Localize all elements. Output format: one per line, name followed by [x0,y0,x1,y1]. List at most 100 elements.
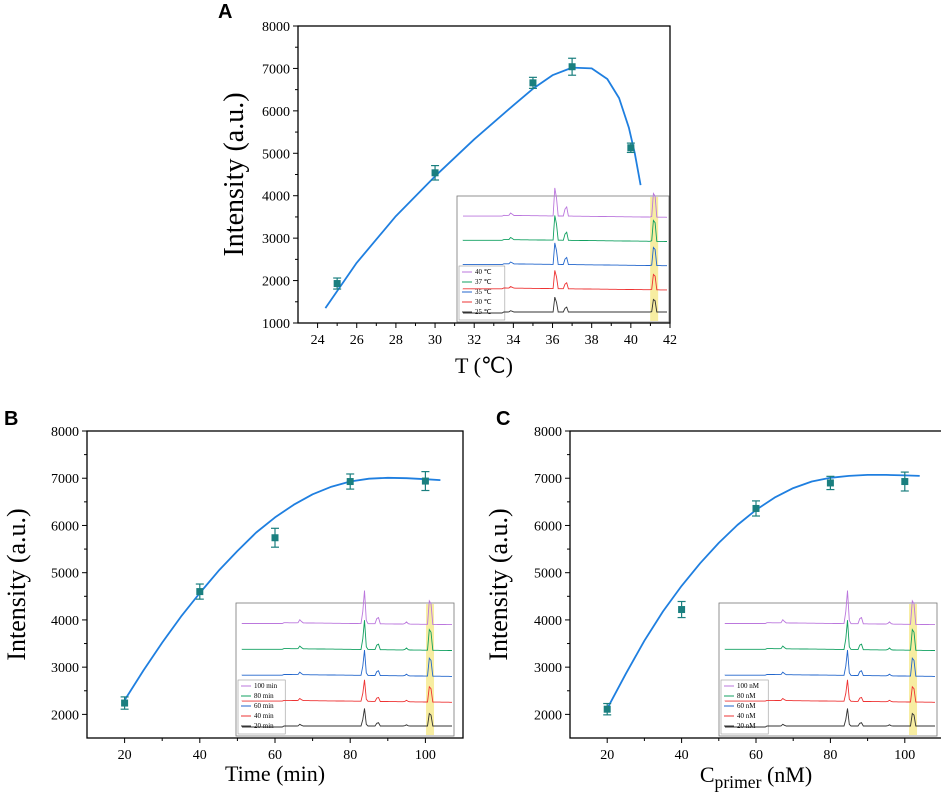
data-point [826,475,835,491]
inset-legend-box [237,679,286,735]
x-tick-label: 60 [749,748,763,763]
panel-b: B 20 40 60 80 100 2000 3000 4000 5000 6000 7000 800… [2,408,464,786]
data-point [271,527,279,548]
x-tick-label: 24 [311,333,325,348]
x-tick-label: 40 [193,748,207,763]
inset-highlight-band [426,604,435,735]
inset-legend-box [458,265,506,321]
y-tick-label: 3000 [262,232,290,247]
x-axis-title: Cprimer (nM) [700,762,812,792]
fit-curve [324,66,642,309]
legend-entry: 37 ℃ [475,278,492,286]
y-tick-label: 3000 [51,661,79,676]
legend-entry: 80 min [254,692,274,700]
legend-entry: 40 min [254,712,274,720]
x-tick-label: 60 [268,748,282,763]
inset-trace [724,649,935,677]
y-tick-label: 6000 [534,519,562,534]
panel-c-letter: C [496,408,510,430]
fit-curve [123,476,441,701]
y-tick-label: 4000 [51,614,79,629]
x-tick-label: 34 [506,333,520,348]
y-tick-label: 2000 [51,708,79,723]
y-tick-label: 6000 [51,519,79,534]
inset-spectra: 100 nM 80 nM 60 nM 40 nM 20 nM [718,590,938,737]
x-axis-title: Time (min) [225,761,325,786]
inset-trace [242,708,452,728]
inset-trace [724,620,935,651]
y-tick-label: 6000 [262,105,290,120]
y-tick-label: 4000 [534,614,562,629]
data-point [421,471,430,492]
x-tick-label: 30 [428,333,442,348]
inset-trace [462,270,667,291]
inset-legend-box [720,679,769,735]
legend-entry: 25 ℃ [475,308,492,316]
x-axis-title: T (℃) [455,353,513,378]
x-tick-label: 28 [389,333,403,348]
x-tick-label: 32 [467,333,481,348]
x-tick-label: 36 [546,333,560,348]
legend-entry: 100 nM [737,682,760,690]
x-tick-label: 40 [624,333,638,348]
y-axis-title: Intensity (a.u.) [2,508,31,660]
data-point [528,76,537,89]
data-marker [333,280,341,288]
data-marker [431,169,439,177]
inset-highlight-band [650,197,659,321]
inset-trace [462,242,667,267]
inset-trace [724,679,935,703]
y-tick-label: 8000 [534,425,562,440]
data-point [752,500,760,517]
legend-entry: 40 ℃ [475,268,492,276]
y-axis-title: Intensity (a.u.) [484,508,513,660]
data-point [431,164,440,181]
inset-trace [241,620,452,651]
panel-a-letter: A [218,1,232,23]
y-axis-title: Intensity (a.u.) [219,92,250,256]
legend-entry: 40 nM [737,712,756,720]
y-tick-label: 2000 [262,275,290,290]
y-tick-label: 7000 [534,472,562,487]
y-tick-label: 5000 [51,567,79,582]
y-tick-label: 3000 [534,661,562,676]
inset-trace [463,187,668,218]
data-marker [826,479,834,487]
data-point [195,583,204,600]
inset-trace [241,679,452,703]
y-tick-label: 4000 [262,190,290,205]
data-marker [196,588,204,596]
x-tick-label: 20 [600,748,614,763]
x-tick-label: 38 [585,333,599,348]
data-marker [271,534,279,542]
data-point [677,600,686,619]
x-tick-label: 26 [350,333,364,348]
legend-entry: 20 nM [737,722,756,730]
y-tick-label: 5000 [262,147,290,162]
x-tick-label: 100 [894,748,915,763]
legend-entry: 20 min [254,722,274,730]
x-tick-label: 40 [675,748,689,763]
data-marker [603,705,611,713]
data-marker [421,477,429,485]
legend-entry: 60 min [254,702,274,710]
x-tick-label: 20 [118,748,132,763]
inset-trace [241,590,452,626]
inset-spectra: 100 min 80 min 60 min 40 min 20 min [235,590,455,737]
data-point [603,702,612,716]
fit-curve [606,474,920,710]
inset-trace [724,590,935,626]
data-marker [901,478,909,486]
legend-entry: 60 nM [737,702,756,710]
legend-entry: 80 nM [737,692,756,700]
y-tick-label: 7000 [262,62,290,77]
y-tick-label: 2000 [534,708,562,723]
panel-b-letter: B [4,408,18,430]
data-marker [529,79,537,87]
x-tick-label: 80 [343,748,357,763]
y-tick-label: 5000 [534,567,562,582]
legend-entry: 35 ℃ [475,288,492,296]
data-marker [752,504,760,512]
data-point [900,471,909,492]
